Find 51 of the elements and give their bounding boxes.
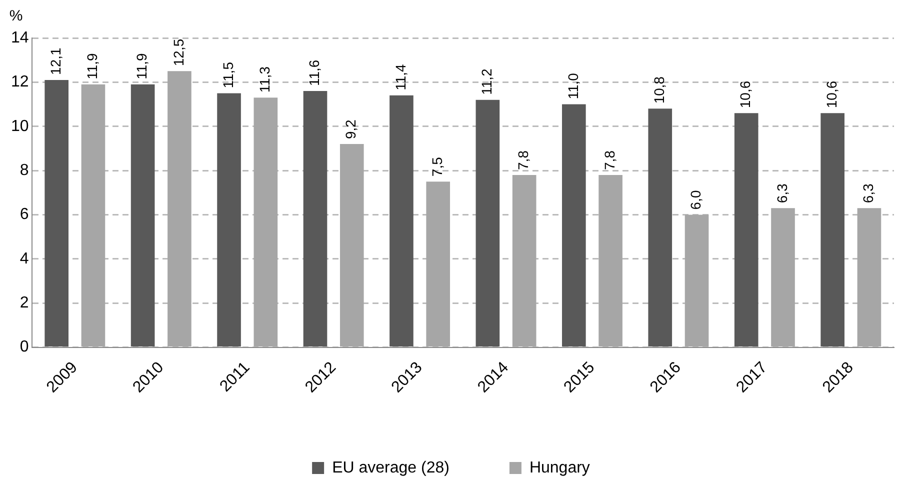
data-label: 11,6 — [306, 60, 322, 86]
bar — [254, 98, 278, 347]
bar — [217, 93, 241, 347]
y-tick-label: 14 — [11, 29, 29, 46]
data-label: 9,2 — [342, 119, 359, 140]
bar — [734, 113, 758, 347]
data-label: 6,0 — [688, 190, 704, 210]
data-label: 11,2 — [478, 68, 495, 95]
bar — [390, 95, 414, 347]
y-axis-title: % — [9, 8, 23, 25]
y-tick-label: 6 — [20, 206, 29, 224]
data-label: 12,5 — [170, 38, 186, 66]
legend-label: EU average (28) — [332, 459, 450, 476]
bar — [303, 91, 328, 347]
y-tick-label: 10 — [11, 118, 29, 135]
data-label: 12,1 — [47, 48, 64, 75]
y-tick-label: 8 — [20, 162, 29, 179]
bar — [476, 100, 500, 347]
bar — [820, 113, 844, 347]
bar — [340, 144, 364, 347]
data-label: 6,3 — [774, 183, 790, 204]
y-tick-label: 12 — [11, 74, 29, 91]
data-label: 10,6 — [823, 80, 840, 108]
data-label: 11,9 — [84, 52, 100, 80]
data-label: 6,3 — [860, 183, 876, 204]
legend-label: Hungary — [529, 459, 590, 476]
y-tick-label: 2 — [20, 294, 29, 312]
data-label: 7,8 — [515, 150, 532, 170]
y-tick-label: 4 — [20, 250, 29, 268]
bar — [44, 80, 68, 347]
bar — [426, 182, 450, 347]
data-label: 10,8 — [650, 76, 667, 104]
bar — [562, 104, 586, 347]
bar — [81, 84, 106, 347]
bar — [130, 84, 155, 347]
bar — [771, 208, 795, 347]
bar — [598, 174, 622, 347]
data-label: 11,4 — [392, 64, 408, 90]
data-label: 7,5 — [428, 156, 445, 177]
bar — [648, 108, 672, 347]
data-label: 11,9 — [134, 52, 150, 80]
bar — [684, 214, 709, 347]
data-label: 11,3 — [256, 66, 273, 93]
bar — [512, 174, 536, 347]
data-label: 11,0 — [564, 72, 581, 100]
y-tick-label: 0 — [20, 338, 29, 356]
bar — [857, 208, 882, 347]
bar — [168, 71, 192, 347]
data-label: 11,5 — [220, 62, 236, 88]
data-label: 7,8 — [601, 150, 618, 170]
data-label: 10,6 — [737, 80, 754, 108]
